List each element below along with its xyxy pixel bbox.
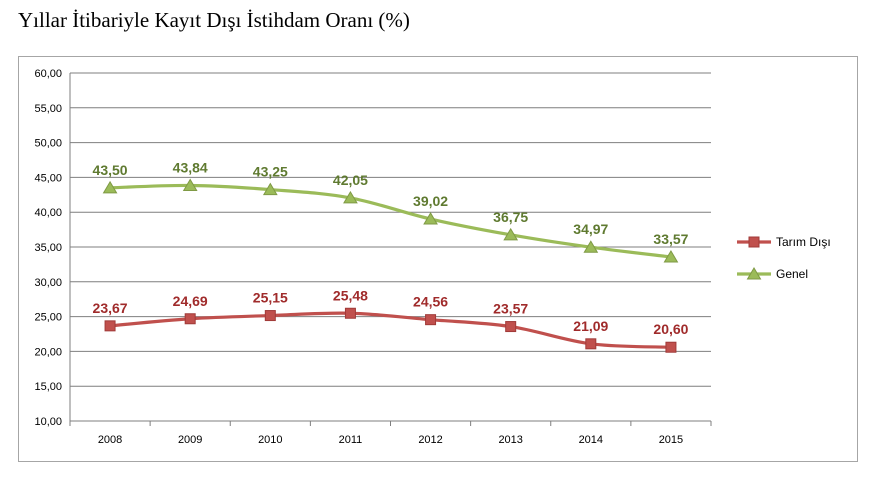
data-label-genel: 39,02 [413,193,448,209]
data-label-tarim-disi: 24,69 [173,293,208,309]
data-point-genel [503,227,519,241]
data-label-tarim-disi: 23,67 [93,300,128,316]
y-tick-label: 55,00 [34,103,62,115]
y-tick-label: 10,00 [34,416,62,428]
x-tick-label: 2013 [498,434,522,446]
x-tick-label: 2015 [659,434,683,446]
data-label-tarim-disi: 20,60 [653,321,688,337]
data-label-tarim-disi: 25,15 [253,290,288,306]
series-line-tarim-disi [109,311,672,349]
data-point-genel [182,178,198,191]
x-tick-label: 2012 [418,434,442,446]
data-point-tarim-disi [264,310,276,322]
data-label-genel: 43,84 [173,159,208,175]
y-tick-label: 35,00 [34,242,62,254]
data-point-tarim-disi [425,314,437,326]
x-tick-label: 2014 [579,434,603,446]
y-tick-label: 50,00 [34,138,62,150]
data-label-tarim-disi: 23,57 [493,301,528,317]
data-point-genel [102,180,118,194]
data-point-genel [663,249,679,263]
data-label-tarim-disi: 25,48 [333,287,368,303]
y-tick-label: 20,00 [34,346,62,358]
data-label-genel: 33,57 [653,231,688,247]
data-point-genel [343,190,358,204]
x-tick-label: 2008 [98,434,122,446]
x-tick-label: 2009 [178,434,202,446]
data-label-tarim-disi: 24,56 [413,294,448,310]
legend-marker-tarim-disi [748,236,760,248]
data-label-genel: 42,05 [333,172,368,188]
legend-marker-genel [746,267,762,280]
data-point-tarim-disi [104,320,116,332]
data-point-tarim-disi [344,307,356,319]
x-tick-label: 2011 [339,434,363,446]
series-line-genel [110,183,672,259]
legend-label-tarim-disi: Tarım Dışı [776,235,831,249]
y-tick-label: 60,00 [34,68,62,80]
data-point-tarim-disi [665,341,677,353]
y-tick-label: 45,00 [34,172,62,184]
page-title: Yıllar İtibariyle Kayıt Dışı İstihdam Or… [18,8,410,32]
legend-label-genel: Genel [776,267,808,281]
data-label-tarim-disi: 21,09 [573,318,608,334]
x-tick-label: 2010 [258,434,282,446]
y-tick-label: 15,00 [34,381,62,393]
chart-container [18,56,858,462]
y-tick-label: 30,00 [34,277,62,289]
data-label-genel: 43,25 [253,164,288,180]
data-label-genel: 34,97 [573,221,608,237]
data-label-genel: 36,75 [493,209,528,225]
data-point-tarim-disi [585,338,597,350]
y-tick-label: 25,00 [34,312,62,324]
data-label-genel: 43,50 [93,162,128,178]
data-point-tarim-disi [505,321,517,333]
data-point-tarim-disi [184,313,196,325]
data-point-genel [262,182,278,196]
data-point-genel [423,212,438,225]
data-point-genel [583,240,599,253]
y-tick-label: 40,00 [34,207,62,219]
